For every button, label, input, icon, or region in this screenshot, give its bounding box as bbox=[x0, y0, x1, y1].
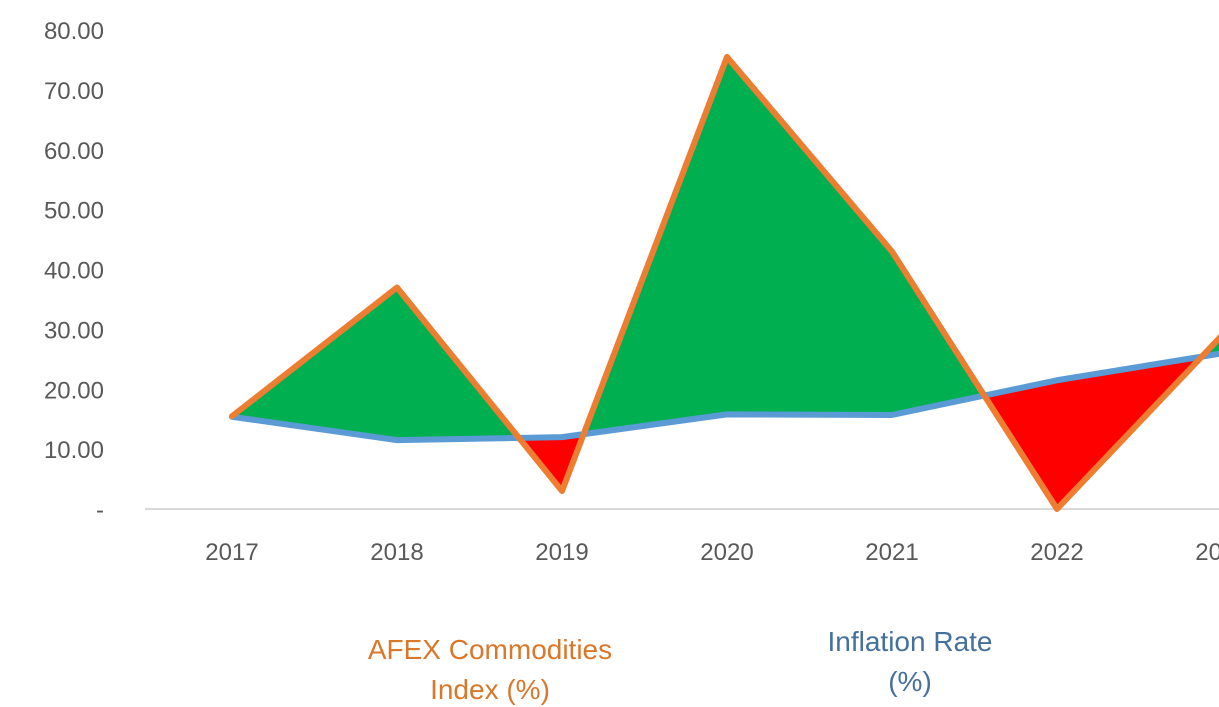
y-tick-label: 50.00 bbox=[44, 198, 104, 225]
fill-above-segment-5 bbox=[727, 56, 892, 415]
y-tick-label: 20.00 bbox=[44, 377, 104, 404]
x-tick-label: 2020 bbox=[700, 539, 753, 566]
x-tick-label: 2018 bbox=[370, 539, 423, 566]
y-tick-label: 40.00 bbox=[44, 258, 104, 285]
legend-inflation-line1: Inflation Rate bbox=[827, 626, 993, 657]
y-tick-label: 70.00 bbox=[44, 78, 104, 105]
legend-inflation-rate: Inflation Rate (%) bbox=[770, 622, 1050, 702]
x-tick-label: 2022 bbox=[1030, 539, 1083, 566]
x-tick-label: 2019 bbox=[535, 539, 588, 566]
legend-afex-line2: Index (%) bbox=[430, 674, 550, 705]
series-lines-group bbox=[229, 53, 1219, 512]
legend-afex-commodities-index: AFEX Commodities Index (%) bbox=[320, 630, 660, 707]
y-tick-label: 60.00 bbox=[44, 138, 104, 165]
x-tick-label: 2017 bbox=[205, 539, 258, 566]
y-tick-label: 80.00 bbox=[44, 18, 104, 45]
fill-above-segment-0 bbox=[232, 287, 397, 441]
y-tick-label: - bbox=[96, 497, 104, 524]
series-line-afex-commodities-index bbox=[229, 53, 1219, 512]
y-tick-label: 30.00 bbox=[44, 317, 104, 344]
difference-fill-group bbox=[232, 56, 1219, 509]
y-tick-label: 10.00 bbox=[44, 437, 104, 464]
legend-inflation-line2: (%) bbox=[888, 666, 932, 697]
series-line-inflation-rate bbox=[229, 350, 1219, 444]
x-tick-label: 2023 bbox=[1195, 539, 1219, 566]
x-axis-ticks: 2017 2018 2019 2020 2021 2022 2023 bbox=[205, 539, 1219, 566]
legend-afex-line1: AFEX Commodities bbox=[367, 634, 613, 665]
x-tick-label: 2021 bbox=[865, 539, 918, 566]
y-axis-ticks: - 10.00 20.00 30.00 40.00 50.00 60.00 70.00 80.0… bbox=[44, 18, 104, 524]
fill-above-segment-4 bbox=[583, 56, 727, 435]
